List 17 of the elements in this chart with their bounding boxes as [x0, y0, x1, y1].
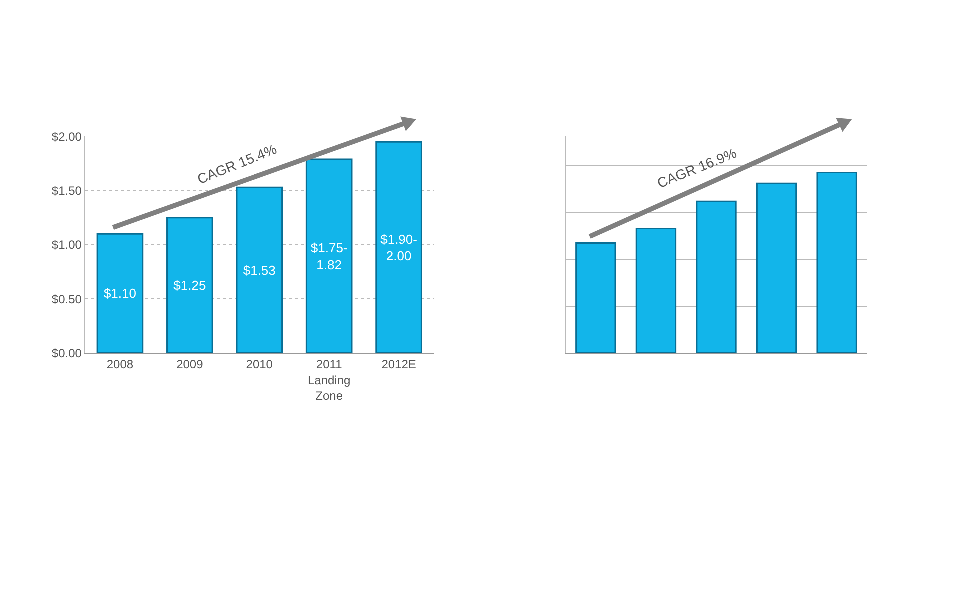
- x-tick-label: 2009: [176, 358, 204, 372]
- x-tick-label: 2011 Landing Zone: [308, 358, 351, 403]
- x-tick-label: 2008: [106, 358, 134, 372]
- y-tick-label: $2.00: [52, 130, 82, 144]
- data-label: $1.25: [174, 278, 206, 294]
- y-tick-label: $0.00: [52, 346, 82, 360]
- x-tick-label: 2010: [246, 358, 274, 372]
- x-tick-label: 2012E: [382, 358, 416, 372]
- y-tick-label: $0.50: [52, 292, 82, 306]
- annotation: CAGR 16.9%: [654, 144, 739, 192]
- y-tick-label: $1.50: [52, 184, 82, 198]
- data-label: $1.75- 1.82: [310, 240, 348, 272]
- data-label: $1.53: [243, 262, 276, 278]
- annotation: CAGR 15.4%: [195, 140, 280, 188]
- y-tick-label: $1.00: [52, 238, 82, 252]
- data-label: $1.90- 2.00: [380, 232, 418, 264]
- data-label: $1.10: [104, 286, 136, 302]
